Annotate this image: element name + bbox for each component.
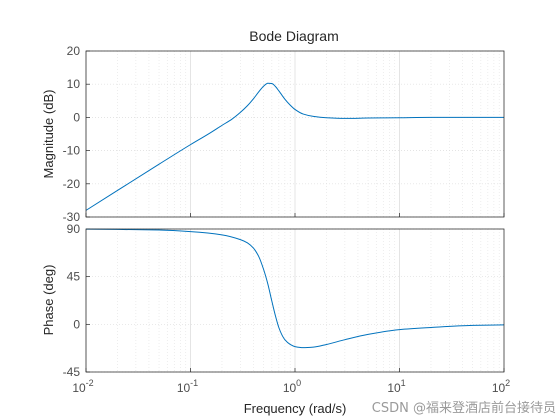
mag-y-tick-label: 10: [67, 77, 81, 91]
magnitude-line: [85, 82, 504, 211]
mag-y-tick-label: -10: [63, 144, 81, 158]
magnitude-y-label: Magnitude (dB): [41, 90, 56, 179]
x-tick-label: 102: [492, 378, 510, 395]
x-tick-labels: 10-2 10-1 100 101 102: [72, 213, 510, 395]
x-tick-label: 101: [387, 378, 405, 395]
ph-y-tick-label: 0: [73, 317, 80, 331]
mag-y-tick-label: 0: [73, 110, 80, 124]
x-axis-label: Frequency (rad/s): [244, 401, 347, 416]
mag-y-tick-label: -30: [63, 210, 81, 224]
ph-y-tick-label: 90: [67, 222, 81, 236]
magnitude-y-ticks: -30 -20 -10 0 10 20: [63, 44, 81, 224]
phase-line: [85, 228, 505, 349]
ph-y-tick-label: -45: [63, 365, 81, 379]
mag-y-tick-label: 20: [67, 44, 81, 58]
watermark: CSDN @福来登酒店前台接待员: [372, 400, 556, 416]
x-tick-label: 10-1: [177, 378, 198, 395]
x-tick-label: 10-2: [72, 378, 93, 395]
ph-y-tick-label: 45: [67, 270, 81, 284]
mag-y-tick-label: -20: [63, 177, 81, 191]
x-tick-label: 100: [283, 378, 301, 395]
chart-title: Bode Diagram: [249, 28, 339, 44]
phase-y-label: Phase (deg): [41, 265, 56, 336]
phase-y-ticks: -45 0 45 90: [63, 222, 81, 379]
